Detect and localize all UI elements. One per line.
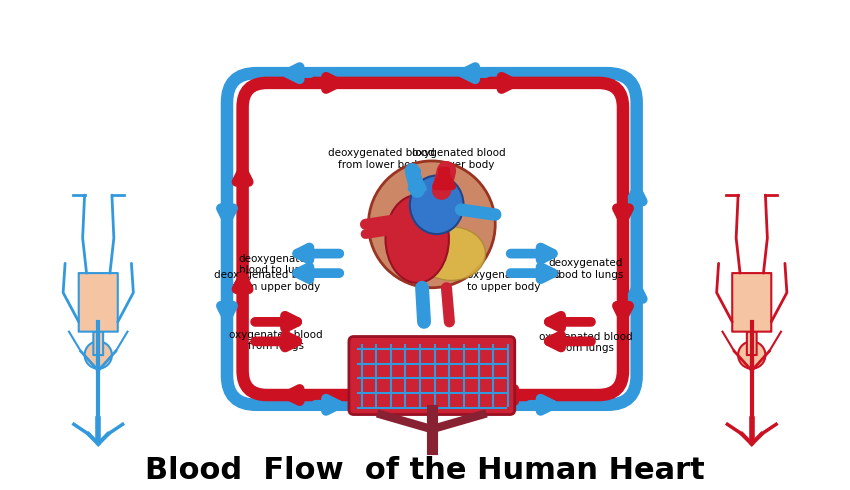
- Circle shape: [85, 342, 112, 368]
- Text: oxygenated blood
to upper body: oxygenated blood to upper body: [467, 270, 560, 292]
- Text: deoxygenated blood
from lower body: deoxygenated blood from lower body: [328, 148, 434, 170]
- Text: deoxygenated blood
from upper body: deoxygenated blood from upper body: [214, 270, 320, 292]
- FancyBboxPatch shape: [79, 273, 118, 332]
- Circle shape: [738, 342, 765, 368]
- FancyBboxPatch shape: [348, 337, 515, 415]
- Text: Blood  Flow  of the Human Heart: Blood Flow of the Human Heart: [145, 457, 705, 486]
- Text: oxygenated blood
from lungs: oxygenated blood from lungs: [229, 330, 323, 351]
- Ellipse shape: [386, 195, 449, 283]
- Text: deoxygenated
blood to lungs: deoxygenated blood to lungs: [239, 254, 313, 275]
- FancyBboxPatch shape: [94, 332, 103, 355]
- FancyBboxPatch shape: [732, 273, 771, 332]
- Text: oxygenated blood
to lower body: oxygenated blood to lower body: [412, 148, 506, 170]
- Ellipse shape: [410, 175, 463, 234]
- Ellipse shape: [417, 227, 485, 280]
- Text: oxygenated blood
from lungs: oxygenated blood from lungs: [539, 332, 632, 353]
- Ellipse shape: [368, 161, 496, 288]
- FancyBboxPatch shape: [747, 332, 756, 355]
- Text: deoxygenated
blood to lungs: deoxygenated blood to lungs: [549, 259, 623, 280]
